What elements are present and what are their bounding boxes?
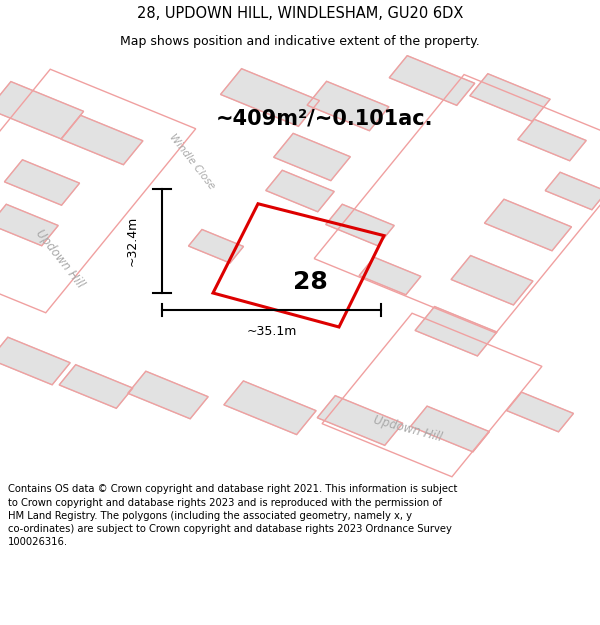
Text: ~32.4m: ~32.4m <box>125 216 139 266</box>
Polygon shape <box>307 81 389 131</box>
Text: Windle Close: Windle Close <box>167 132 217 191</box>
Polygon shape <box>317 396 403 446</box>
Polygon shape <box>410 406 490 452</box>
Polygon shape <box>0 336 600 471</box>
Polygon shape <box>451 256 533 305</box>
Polygon shape <box>389 56 475 106</box>
Text: 28, UPDOWN HILL, WINDLESHAM, GU20 6DX: 28, UPDOWN HILL, WINDLESHAM, GU20 6DX <box>137 6 463 21</box>
Text: Updown Hill: Updown Hill <box>33 228 87 291</box>
Polygon shape <box>450 55 600 174</box>
Text: Updown Hill: Updown Hill <box>373 414 443 444</box>
Polygon shape <box>415 306 497 356</box>
Polygon shape <box>0 276 300 480</box>
Polygon shape <box>188 229 244 263</box>
Polygon shape <box>518 119 586 161</box>
Polygon shape <box>0 204 58 246</box>
Polygon shape <box>326 204 394 246</box>
Polygon shape <box>224 381 316 434</box>
Polygon shape <box>266 170 334 212</box>
Text: Map shows position and indicative extent of the property.: Map shows position and indicative extent… <box>120 35 480 48</box>
Polygon shape <box>0 338 70 385</box>
Text: ~35.1m: ~35.1m <box>247 325 296 338</box>
Polygon shape <box>221 69 319 126</box>
Polygon shape <box>4 160 80 205</box>
Polygon shape <box>506 392 574 432</box>
Polygon shape <box>0 82 83 139</box>
Polygon shape <box>359 258 421 295</box>
Polygon shape <box>484 199 572 251</box>
Text: ~409m²/~0.101ac.: ~409m²/~0.101ac. <box>215 109 433 129</box>
Text: 28: 28 <box>293 270 328 294</box>
Polygon shape <box>61 115 143 165</box>
Polygon shape <box>59 365 133 408</box>
Text: Contains OS data © Crown copyright and database right 2021. This information is : Contains OS data © Crown copyright and d… <box>8 484 457 547</box>
Polygon shape <box>545 173 600 210</box>
Polygon shape <box>274 133 350 181</box>
Polygon shape <box>470 74 550 121</box>
Polygon shape <box>128 371 208 419</box>
Polygon shape <box>132 55 312 246</box>
